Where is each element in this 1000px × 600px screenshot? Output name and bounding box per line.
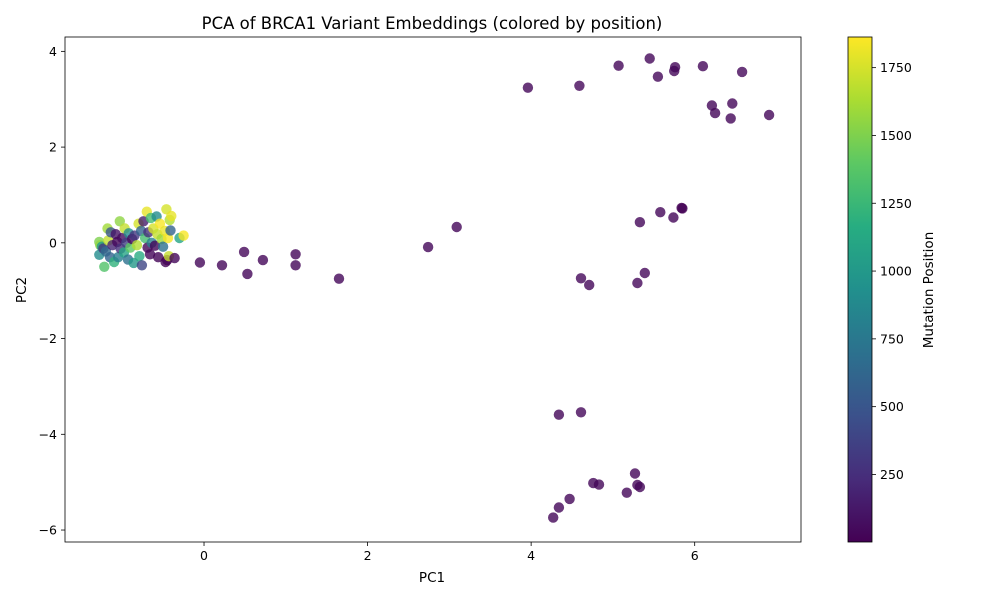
- data-point: [242, 268, 253, 280]
- x-axis-ticks: 0 2 4 6: [200, 542, 699, 563]
- colorbar-tick-label: 250: [880, 467, 904, 482]
- data-point: [593, 479, 605, 490]
- data-point: [136, 260, 148, 271]
- x-tick-label: 6: [691, 548, 699, 563]
- x-tick-label: 4: [527, 548, 535, 563]
- colorbar-tick-label: 500: [880, 399, 904, 414]
- data-point: [238, 246, 250, 258]
- data-point: [725, 113, 736, 124]
- data-point: [629, 468, 641, 479]
- data-point: [131, 240, 143, 251]
- data-point: [632, 277, 643, 289]
- x-axis-label: PC1: [419, 570, 445, 586]
- data-point: [621, 487, 632, 498]
- data-point: [290, 260, 301, 271]
- data-point: [216, 260, 228, 271]
- data-point: [634, 481, 646, 493]
- data-point: [727, 98, 738, 109]
- colorbar: 250 500 750 1000 1250 1500 1750 Mutation Posit…: [847, 36, 937, 543]
- colorbar-label: Mutation Position: [921, 232, 937, 348]
- data-point: [522, 82, 534, 93]
- data-point: [639, 267, 650, 279]
- data-point: [575, 273, 587, 284]
- plot-frame: [65, 37, 801, 542]
- colorbar-ticks: 250 500 750 1000 1250 1500 1750: [872, 60, 912, 482]
- y-axis-ticks: 4 2 0 −2 −4 −6: [39, 44, 65, 538]
- data-point: [149, 240, 161, 251]
- data-point: [178, 230, 189, 241]
- data-point: [144, 249, 156, 260]
- data-point: [157, 241, 169, 252]
- data-point: [763, 109, 775, 121]
- data-point: [333, 273, 345, 284]
- colorbar-tick-label: 750: [880, 331, 904, 346]
- data-point: [697, 60, 709, 72]
- data-point: [194, 257, 206, 268]
- data-point: [553, 502, 565, 513]
- data-point: [165, 225, 176, 236]
- data-point: [652, 71, 664, 82]
- y-tick-label: −6: [39, 523, 57, 538]
- y-tick-label: 4: [49, 44, 57, 59]
- data-point: [574, 80, 585, 92]
- data-point: [677, 203, 688, 214]
- data-point: [548, 512, 559, 523]
- data-point: [655, 207, 666, 218]
- colorbar-tick-label: 1250: [880, 196, 912, 211]
- data-point: [613, 60, 624, 71]
- data-point: [644, 53, 655, 64]
- data-point: [553, 409, 565, 420]
- data-point: [99, 261, 110, 272]
- data-point: [134, 251, 145, 262]
- colorbar-tick-label: 1000: [880, 264, 912, 279]
- x-tick-label: 0: [200, 548, 208, 563]
- data-points: [94, 53, 775, 523]
- plot-area: 0 2 4 6 4 2 0 −2 −4 −6: [39, 36, 802, 563]
- plot-border: [64, 36, 802, 543]
- x-tick-label: 2: [364, 548, 372, 563]
- data-point: [634, 217, 646, 228]
- colorbar-tick-label: 1500: [880, 128, 912, 143]
- colorbar-gradient: [847, 36, 873, 543]
- y-tick-label: −2: [39, 331, 57, 346]
- data-point: [422, 241, 434, 253]
- y-axis-label: PC2: [14, 277, 30, 303]
- y-tick-label: 2: [49, 140, 57, 155]
- chart-title: PCA of BRCA1 Variant Embeddings (colored…: [202, 14, 663, 33]
- data-point: [153, 252, 164, 263]
- data-point: [451, 221, 462, 233]
- data-point: [257, 254, 269, 266]
- data-point: [169, 252, 180, 264]
- data-point: [736, 66, 748, 78]
- data-point: [564, 493, 575, 505]
- data-point: [575, 407, 587, 418]
- y-tick-label: −4: [39, 427, 57, 442]
- data-point: [669, 61, 681, 73]
- data-point: [290, 249, 301, 260]
- data-point: [584, 279, 595, 291]
- data-point: [668, 212, 679, 223]
- y-tick-label: 0: [49, 235, 57, 250]
- colorbar-tick-label: 1750: [880, 60, 912, 75]
- data-point: [709, 107, 721, 119]
- data-point: [166, 210, 177, 222]
